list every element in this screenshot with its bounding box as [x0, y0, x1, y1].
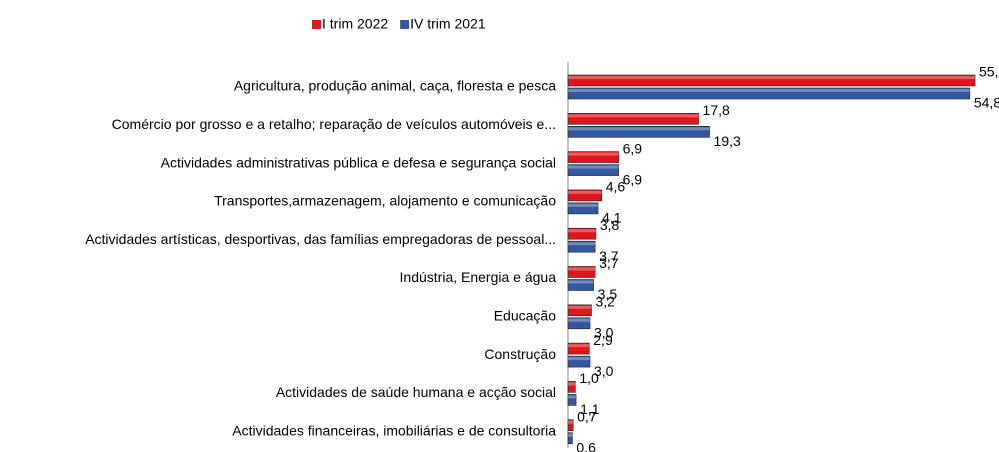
bar-shine [568, 382, 576, 386]
category-label: Actividades administrativas pública e de… [161, 154, 556, 170]
bar-shine [568, 305, 592, 309]
bar [567, 113, 699, 125]
bar [567, 342, 590, 355]
value-label: 1,1 [580, 401, 600, 417]
bar-shine [568, 433, 573, 437]
bar-shine [568, 127, 710, 131]
bar [567, 381, 576, 393]
bar [567, 202, 599, 215]
value-label: 3,2 [595, 294, 615, 310]
category-label: Actividades de saúde humana e acção soci… [276, 384, 556, 400]
bar [567, 240, 596, 253]
legend-label: IV trim 2021 [410, 16, 486, 32]
category-label: Indústria, Energia e água [400, 269, 557, 285]
bar [567, 419, 574, 432]
bar-shine [568, 76, 975, 79]
value-label: 17,8 [703, 102, 730, 118]
value-label: 3,0 [594, 363, 614, 379]
bar [567, 164, 619, 176]
bar [567, 266, 596, 278]
bar-shine [568, 267, 596, 271]
bar-shine [568, 280, 594, 284]
bar [567, 74, 976, 87]
bar-shine [568, 152, 619, 156]
bar-shine [568, 395, 577, 399]
category-label: Agricultura, produção animal, caça, flor… [234, 78, 556, 94]
bar-shine [568, 190, 602, 194]
bar [567, 304, 592, 317]
value-label: 4,6 [606, 179, 626, 195]
value-label: 3,7 [599, 248, 619, 264]
value-label: 55,5 [979, 64, 999, 80]
value-label: 0,6 [576, 439, 596, 452]
value-label: 6,9 [623, 171, 643, 187]
value-label: 3,0 [594, 325, 614, 341]
bar [567, 87, 971, 100]
bar [567, 355, 591, 368]
category-label: Transportes,armazenagem, alojamento e co… [214, 193, 556, 209]
legend-swatch [312, 20, 321, 29]
bar [567, 394, 577, 406]
legend-label: I trim 2022 [322, 16, 388, 32]
bar [567, 126, 710, 138]
bar-shine [568, 114, 699, 118]
bar [567, 279, 594, 291]
bar [567, 189, 603, 202]
category-label: Construção [484, 346, 556, 362]
legend-swatch [400, 20, 410, 29]
value-label: 0,7 [577, 408, 597, 424]
value-label: 54,8 [974, 95, 999, 111]
bar-shine [568, 89, 970, 92]
bar-shine [568, 318, 590, 322]
value-label: 3,8 [600, 217, 620, 233]
value-label: 2,9 [593, 332, 613, 348]
value-label: 6,9 [623, 140, 643, 156]
value-label: 3,7 [599, 255, 619, 271]
bar-shine [568, 203, 599, 207]
category-label: Actividades artísticas, desportivas, das… [85, 231, 556, 247]
bar-shine [568, 242, 596, 246]
value-label: 1,0 [579, 370, 599, 386]
category-label: Educação [494, 308, 556, 324]
bar-shine [568, 165, 619, 169]
value-label: 19,3 [714, 133, 741, 149]
bar [567, 151, 619, 163]
bar-shine [568, 229, 596, 233]
category-label: Comércio por grosso e a retalho; reparaç… [112, 116, 556, 132]
value-label: 4,1 [602, 210, 622, 226]
bar-shine [568, 420, 574, 424]
category-label: Actividades financeiras, imobiliárias e … [232, 422, 556, 438]
value-label: 3,5 [598, 286, 618, 302]
bar [567, 227, 597, 240]
bar [567, 432, 573, 445]
bar-shine [568, 357, 590, 361]
bar [567, 317, 591, 330]
bar-shine [568, 344, 590, 348]
